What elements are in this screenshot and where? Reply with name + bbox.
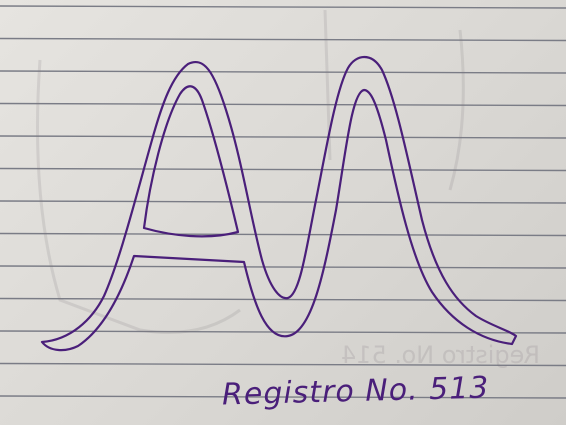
ruled-line bbox=[0, 330, 566, 334]
inner-triangle-outline bbox=[142, 85, 240, 238]
ruled-line bbox=[0, 102, 566, 107]
ruled-line bbox=[0, 167, 566, 172]
ruled-line bbox=[0, 37, 566, 42]
ruled-line bbox=[0, 362, 566, 367]
ruled-line bbox=[0, 265, 566, 269]
ruled-line bbox=[0, 232, 566, 237]
letter-outline-drawing bbox=[40, 55, 518, 352]
ruled-line bbox=[0, 70, 566, 74]
registration-caption: Registro No. 513 bbox=[221, 370, 490, 413]
ruled-line bbox=[0, 297, 566, 302]
show-through-caption: Registro No. 514 bbox=[340, 341, 540, 369]
ruled-line bbox=[0, 395, 566, 399]
ruled-line bbox=[0, 200, 566, 204]
ruled-line bbox=[0, 135, 566, 139]
ruled-line bbox=[0, 5, 566, 9]
outer-outline bbox=[40, 55, 518, 352]
